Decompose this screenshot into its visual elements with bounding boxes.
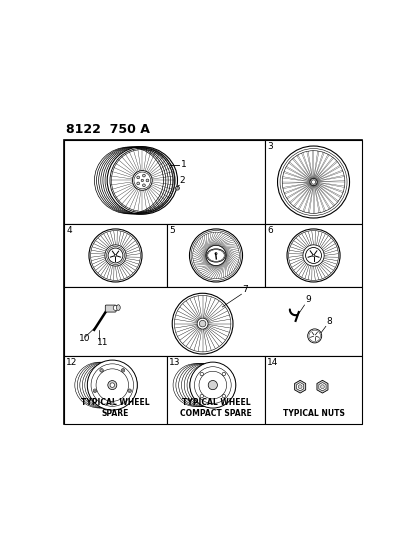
Circle shape [321,385,324,389]
Circle shape [177,187,178,189]
Text: 5: 5 [169,226,175,235]
Text: 7: 7 [242,285,248,294]
Polygon shape [295,381,306,393]
Circle shape [111,401,114,405]
Circle shape [222,373,226,376]
Text: 4: 4 [66,226,72,235]
Bar [64,356,167,424]
Circle shape [190,362,236,408]
Bar [64,140,265,224]
Circle shape [308,329,322,343]
Circle shape [108,248,123,263]
Circle shape [222,394,226,398]
Circle shape [111,402,113,404]
Circle shape [200,394,203,398]
Ellipse shape [190,364,236,407]
Circle shape [93,389,97,392]
Circle shape [175,186,180,190]
Ellipse shape [116,305,120,310]
Circle shape [129,390,131,392]
Circle shape [128,389,132,392]
Circle shape [101,369,102,371]
Circle shape [306,247,321,263]
Circle shape [312,254,315,257]
Circle shape [122,369,124,371]
Text: TYPICAL NUTS: TYPICAL NUTS [283,409,344,418]
FancyBboxPatch shape [105,305,116,312]
Text: 9: 9 [305,295,311,304]
Bar [64,140,362,424]
Text: 8: 8 [327,317,332,326]
Polygon shape [317,381,328,393]
Bar [167,356,265,424]
Text: 3: 3 [268,142,273,151]
Circle shape [143,184,145,187]
Circle shape [197,318,208,329]
Polygon shape [319,383,326,391]
Text: 13: 13 [169,358,180,367]
Circle shape [110,383,115,387]
Ellipse shape [207,249,225,262]
Text: 6: 6 [268,226,273,235]
Bar [265,356,362,424]
Text: 10: 10 [79,334,91,343]
Circle shape [108,381,117,390]
Circle shape [137,182,140,185]
Circle shape [114,254,117,256]
Circle shape [146,179,149,182]
Ellipse shape [87,362,137,408]
Circle shape [137,176,140,179]
Text: 2: 2 [179,176,185,185]
Circle shape [141,179,143,182]
Circle shape [132,171,152,190]
Text: 14: 14 [268,358,279,367]
Circle shape [200,373,203,376]
Text: TYPICAL WHEEL
SPARE: TYPICAL WHEEL SPARE [81,398,150,418]
Bar [265,140,362,224]
Circle shape [298,385,302,389]
Circle shape [208,381,217,390]
Bar [167,224,265,287]
Circle shape [113,305,118,310]
Text: TYPICAL WHEEL
COMPACT SPARE: TYPICAL WHEEL COMPACT SPARE [180,398,252,418]
Circle shape [312,180,316,184]
Bar [64,287,362,356]
Polygon shape [297,383,304,391]
Bar [64,224,167,287]
Circle shape [199,320,206,327]
Circle shape [121,369,125,372]
Circle shape [143,174,145,177]
Circle shape [100,369,103,372]
Bar [265,224,362,287]
Text: 11: 11 [97,337,108,346]
Circle shape [87,360,137,410]
Circle shape [94,390,96,392]
Text: 12: 12 [66,358,78,367]
Text: 8122  750 A: 8122 750 A [66,123,150,136]
Text: 1: 1 [181,160,187,169]
Circle shape [310,179,317,185]
